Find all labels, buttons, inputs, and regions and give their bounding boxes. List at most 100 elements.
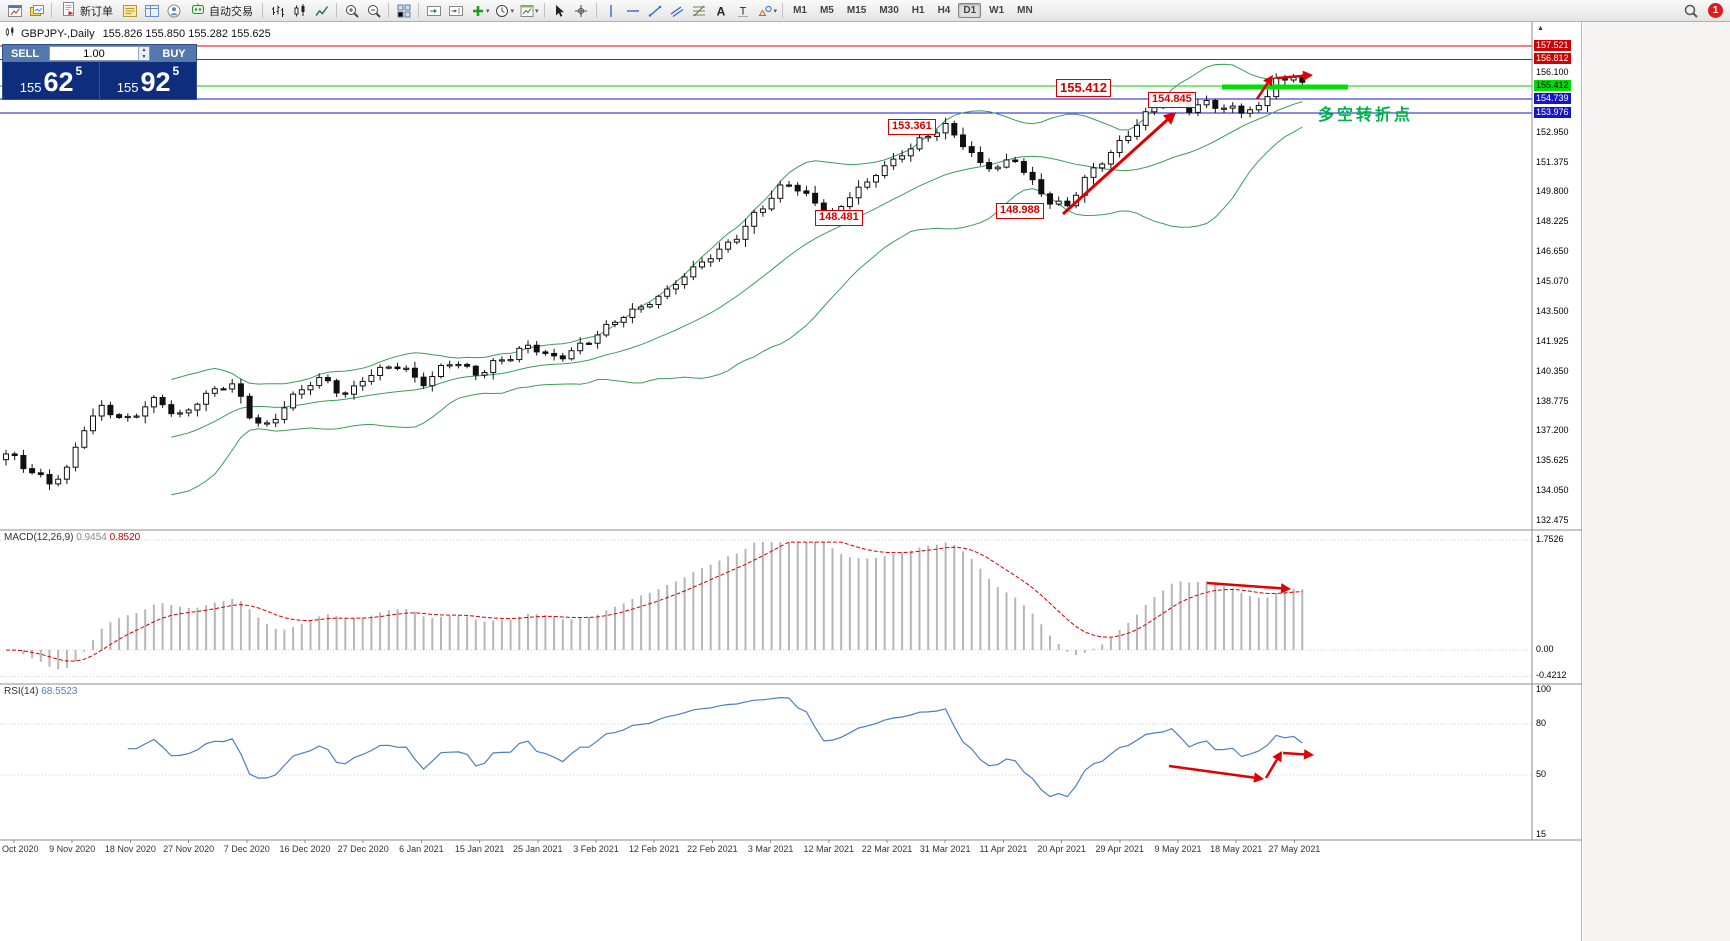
price-scale-label: 140.350 xyxy=(1536,365,1569,376)
timeframe-h4[interactable]: H4 xyxy=(937,5,951,16)
one-click-trading: SELL 1.00 ▲ ▼ BUY 155 62 5 155 92 5 xyxy=(2,44,197,100)
volume-value: 1.00 xyxy=(83,47,105,60)
timeframe-m15[interactable]: M15 xyxy=(846,5,867,16)
indicator-gridlines xyxy=(0,539,1532,776)
price-callout: 148.481 xyxy=(815,210,863,226)
timeframe-h1[interactable]: H1 xyxy=(911,5,925,16)
trendline-icon[interactable] xyxy=(645,2,666,20)
date-axis-label: 31 Mar 2021 xyxy=(919,844,971,854)
macd-scale-label: -0.4212 xyxy=(1536,670,1567,681)
toolbar-separator xyxy=(336,3,337,18)
rsi-name: RSI(14) xyxy=(4,686,39,697)
dropdown-caret-icon[interactable]: ▾ xyxy=(535,7,539,15)
chart-icon xyxy=(4,26,16,41)
navigator-icon[interactable] xyxy=(163,2,184,20)
date-axis-label: 3 Feb 2021 xyxy=(573,844,619,854)
timeframe-m1[interactable]: M1 xyxy=(793,5,807,16)
auto-trading-button-label: 自动交易 xyxy=(209,5,253,18)
macd-scale-label: 0.00 xyxy=(1536,644,1554,654)
bollinger-bands xyxy=(171,63,1303,496)
text-icon[interactable]: A xyxy=(711,2,732,20)
date-axis-label: 11 Apr 2021 xyxy=(979,844,1028,854)
sell-price[interactable]: 155 62 5 xyxy=(19,64,83,97)
auto-trading-button[interactable]: 自动交易 xyxy=(185,2,258,20)
date-axis-label: 9 Nov 2020 xyxy=(49,844,96,854)
price-scale-label: 141.925 xyxy=(1536,335,1569,346)
trade-panel-header: SELL 1.00 ▲ ▼ BUY xyxy=(3,45,196,62)
timeframe-m30[interactable]: M30 xyxy=(879,5,899,16)
line-chart-icon[interactable] xyxy=(311,2,332,20)
date-axis-label: 9 May 2021 xyxy=(1154,844,1202,854)
auto-scroll-icon[interactable] xyxy=(423,2,444,20)
timeframe-w1[interactable]: W1 xyxy=(989,5,1005,16)
trend-arrows xyxy=(1061,70,1314,783)
dropdown-caret-icon[interactable]: ▾ xyxy=(773,7,778,15)
price-callout: 154.845 xyxy=(1148,92,1196,108)
periods-icon[interactable] xyxy=(492,2,513,20)
market-watch-icon[interactable] xyxy=(119,2,140,20)
trade-panel-prices: 155 62 5 155 92 5 xyxy=(3,62,196,99)
date-axis-label: 27 Dec 2020 xyxy=(337,844,389,854)
shapes-icon[interactable] xyxy=(755,2,776,20)
data-window-icon[interactable] xyxy=(141,2,162,20)
price-scale-label: 152.950 xyxy=(1536,126,1569,137)
templates-icon[interactable] xyxy=(516,2,537,20)
indicators-icon[interactable] xyxy=(467,2,488,20)
toolbar: 新订单 自动交易 ▾ ▾ ▾ A T ▾ M1 M5 M15 M30 H1 H4 D1 W1 MN 1 xyxy=(0,0,1730,22)
symbol-period-label: GBPJPY-,Daily xyxy=(21,27,95,40)
date-axis-label: 20 Apr 2021 xyxy=(1037,844,1086,854)
bar-chart-icon[interactable] xyxy=(267,2,288,20)
volume-input[interactable]: 1.00 ▲ ▼ xyxy=(49,46,150,61)
candlesticks xyxy=(3,73,1306,490)
price-tag-green: 155.412 xyxy=(1534,79,1571,91)
dropdown-caret-icon[interactable]: ▾ xyxy=(486,7,490,15)
timeframe-mn[interactable]: MN xyxy=(1017,5,1033,16)
chart-canvas[interactable] xyxy=(0,22,1582,941)
price-scale-label: 146.650 xyxy=(1536,246,1569,257)
vertical-line-icon[interactable] xyxy=(601,2,622,20)
fibonacci-icon[interactable] xyxy=(689,2,710,20)
date-axis-label: 29 Apr 2021 xyxy=(1095,844,1145,854)
price-scale-label: 145.070 xyxy=(1536,276,1569,287)
buy-button[interactable]: BUY xyxy=(162,47,186,60)
channel-icon[interactable] xyxy=(667,2,688,20)
price-tag-blue: 153.976 xyxy=(1534,107,1571,119)
horizontal-line-icon[interactable] xyxy=(623,2,644,20)
chart-shift-icon[interactable] xyxy=(445,2,466,20)
macd-main-value: 0.9454 xyxy=(76,532,107,543)
macd-indicator xyxy=(5,541,1304,670)
new-order-button[interactable]: 新订单 xyxy=(56,2,118,20)
zoom-in-icon[interactable] xyxy=(341,2,362,20)
candlestick-chart-icon[interactable] xyxy=(289,2,310,20)
turning-point-annotation: 多空转折点 xyxy=(1318,107,1414,124)
rsi-value: 68.5523 xyxy=(41,686,78,697)
sell-button[interactable]: SELL xyxy=(10,47,40,60)
new-chart-icon[interactable] xyxy=(4,2,25,20)
label-icon[interactable]: T xyxy=(733,2,754,20)
date-axis-label: 27 May 2021 xyxy=(1268,844,1321,854)
price-scale-label: 151.375 xyxy=(1536,156,1569,167)
crosshair-icon[interactable] xyxy=(571,2,592,20)
ohlc-values: 155.826 155.850 155.282 155.625 xyxy=(102,27,271,40)
tile-windows-icon[interactable] xyxy=(393,2,414,20)
toolbar-separator xyxy=(543,3,545,18)
date-axis-label: 22 Feb 2021 xyxy=(687,844,738,854)
volume-stepper[interactable]: ▲ ▼ xyxy=(138,47,149,60)
autotrade-icon xyxy=(190,1,206,20)
buy-price[interactable]: 155 92 5 xyxy=(99,62,196,99)
date-axis-label: 22 Mar 2021 xyxy=(861,844,913,854)
notification-badge[interactable]: 1 xyxy=(1708,3,1723,18)
price-scale-label: 148.225 xyxy=(1536,216,1569,227)
timeframe-m5[interactable]: M5 xyxy=(819,5,834,16)
zoom-out-icon[interactable] xyxy=(363,2,384,20)
cursor-icon[interactable] xyxy=(549,2,570,20)
date-axis-label: 16 Dec 2020 xyxy=(279,844,331,854)
price-scale: 157.521 156.812 156.100 155.412 154.739 153.9… xyxy=(1533,22,1581,840)
date-axis-label: 12 Feb 2021 xyxy=(628,844,680,854)
search-icon[interactable] xyxy=(1680,2,1701,20)
profiles-icon[interactable] xyxy=(26,2,47,20)
dropdown-caret-icon[interactable]: ▾ xyxy=(510,7,515,15)
timeframe-d1[interactable]: D1 xyxy=(958,3,982,18)
scale-scroll-up-icon[interactable]: ▲ xyxy=(1537,25,1544,32)
workspace-gap xyxy=(1583,22,1730,941)
